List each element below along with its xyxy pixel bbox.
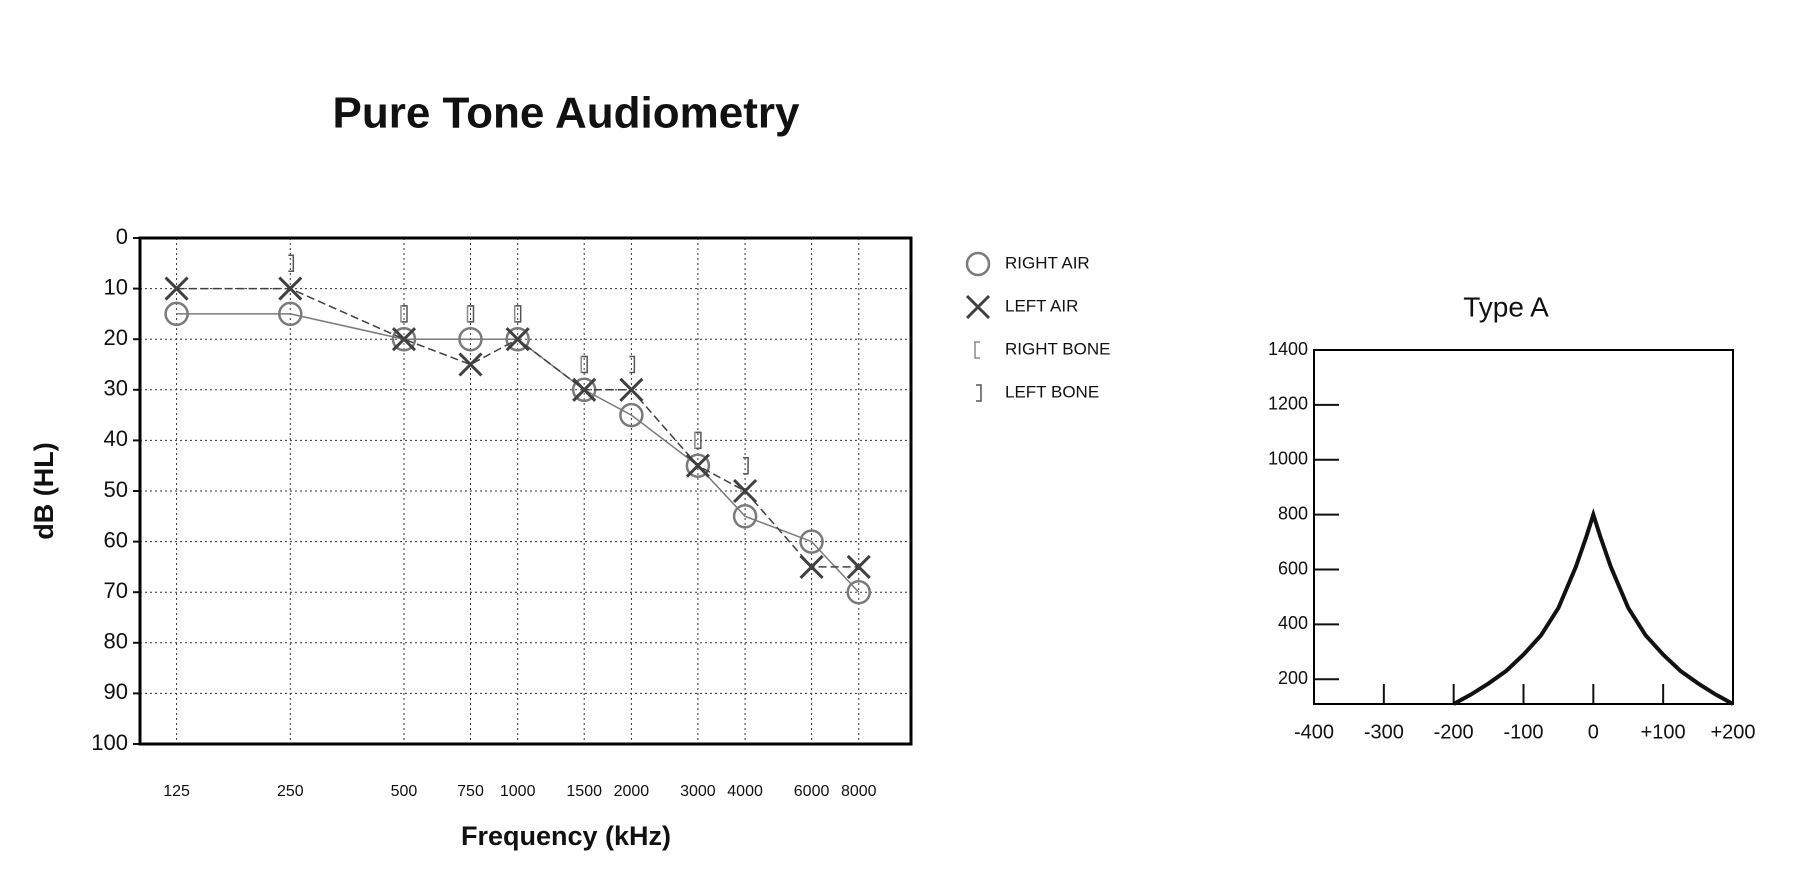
- y-tick-label: 400: [1278, 613, 1308, 633]
- data-point: [695, 431, 702, 450]
- legend-label: RIGHT AIR: [1005, 253, 1090, 272]
- data-point: [391, 326, 417, 352]
- x-tick-label: 500: [391, 783, 418, 800]
- data-point: [619, 377, 644, 402]
- x-tick-label: -300: [1364, 721, 1404, 743]
- legend-label: LEFT AIR: [1005, 296, 1078, 315]
- y-tick-label: 1000: [1268, 449, 1308, 469]
- x-tick-label: 6000: [794, 783, 830, 800]
- x-tick-label: +100: [1641, 721, 1686, 743]
- y-tick-label: 50: [104, 477, 128, 502]
- data-point: [733, 478, 758, 504]
- plot-frame: [138, 236, 913, 746]
- data-point: [278, 276, 303, 301]
- y-tick-label: 20: [104, 325, 128, 350]
- data-point: [685, 453, 710, 478]
- data-point: [629, 355, 636, 374]
- data-point: [468, 305, 475, 323]
- y-tick-label: 40: [104, 426, 128, 451]
- data-point: [743, 456, 749, 475]
- legend-label: RIGHT BONE: [1005, 339, 1110, 358]
- data-point: [619, 402, 644, 428]
- data-point: [846, 554, 871, 579]
- data-point: [458, 326, 483, 352]
- plot-frame: [1313, 349, 1734, 705]
- y-tick-label: 200: [1278, 668, 1308, 688]
- y-tick-label: 30: [104, 376, 128, 401]
- y-tick-label: 10: [104, 274, 128, 299]
- x-tick-label: 750: [457, 783, 484, 800]
- chart-title: Type A: [1463, 291, 1549, 322]
- data-point: [164, 301, 189, 327]
- data-point: [505, 326, 530, 352]
- x-tick-label: 125: [163, 783, 190, 800]
- y-tick-label: 60: [104, 527, 128, 552]
- data-point: [288, 254, 295, 273]
- data-point: [458, 352, 483, 377]
- data-point: [582, 355, 588, 374]
- y-axis-label: dB (HL): [29, 442, 59, 539]
- data-point: [515, 305, 522, 323]
- series-line: [176, 287, 859, 568]
- data-point: [401, 305, 408, 323]
- x-tick-label: -200: [1434, 721, 1474, 743]
- data-point: [164, 276, 189, 301]
- legend-label: LEFT BONE: [1005, 382, 1099, 401]
- data-point: [391, 327, 417, 352]
- x-tick-label: +200: [1710, 721, 1755, 743]
- y-tick-label: 100: [91, 730, 128, 755]
- x-tick-label: 3000: [680, 783, 716, 800]
- data-point: [505, 327, 530, 352]
- legend-symbol: [976, 384, 982, 402]
- x-tick-label: -400: [1294, 721, 1334, 743]
- x-tick-label: -100: [1503, 721, 1543, 743]
- x-tick-label: 1500: [566, 783, 602, 800]
- data-point: [846, 579, 872, 605]
- data-point: [572, 377, 597, 402]
- y-tick-label: 1400: [1268, 339, 1308, 359]
- y-tick-label: 80: [104, 629, 128, 654]
- y-tick-label: 600: [1278, 558, 1308, 578]
- data-point: [732, 504, 758, 529]
- legend-symbol: [974, 341, 980, 359]
- x-tick-label: 4000: [727, 783, 763, 800]
- data-point: [278, 301, 303, 327]
- x-tick-label: 0: [1588, 721, 1599, 743]
- legend-symbol: [965, 251, 991, 277]
- x-tick-label: 2000: [614, 783, 650, 800]
- data-point: [799, 554, 824, 579]
- y-tick-label: 800: [1278, 503, 1308, 523]
- y-tick-label: 1200: [1268, 394, 1308, 414]
- x-axis-label: Frequency (kHz): [461, 821, 671, 851]
- legend-symbol: [965, 294, 991, 320]
- data-point: [799, 529, 824, 554]
- chart-title: Pure Tone Audiometry: [333, 89, 800, 138]
- data-point: [685, 453, 711, 478]
- x-tick-label: 1000: [500, 783, 536, 800]
- x-tick-label: 8000: [841, 783, 877, 800]
- y-tick-label: 0: [116, 224, 128, 249]
- y-tick-label: 70: [104, 578, 128, 603]
- y-tick-label: 90: [104, 679, 128, 704]
- series-line: [1452, 508, 1734, 706]
- x-tick-label: 250: [277, 783, 304, 800]
